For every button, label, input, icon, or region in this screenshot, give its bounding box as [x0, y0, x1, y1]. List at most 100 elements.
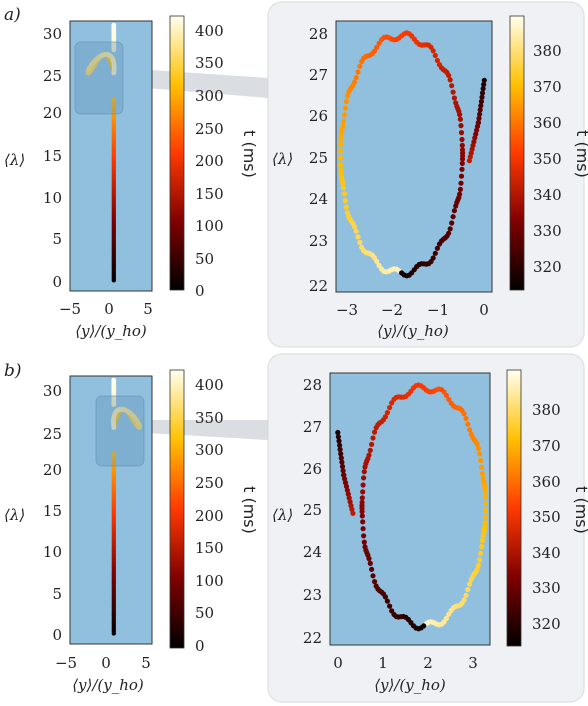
data-point: [477, 111, 483, 117]
data-point: [451, 208, 457, 214]
colorbar-label: t (ms): [240, 486, 259, 534]
colorbar: [169, 15, 185, 291]
data-point: [111, 377, 117, 383]
trajectory-points: [111, 377, 143, 636]
y-tick: 26: [309, 107, 328, 125]
cbar-tick: 400: [195, 22, 224, 40]
data-point: [355, 69, 361, 75]
data-point: [457, 186, 463, 192]
data-point: [355, 234, 361, 240]
data-point: [482, 507, 488, 514]
data-point: [432, 52, 438, 59]
x-tick: −5: [55, 654, 77, 672]
data-point: [479, 537, 485, 544]
data-point: [338, 451, 344, 457]
data-point: [369, 441, 375, 447]
data-point: [357, 239, 363, 245]
panel-a-zoom: 28 27 26 25 24 23 22 −3 −2 −1 0 ⟨λ⟩ ⟨y⟩/…: [272, 15, 588, 340]
data-point: [447, 226, 453, 232]
trajectory-points: [335, 382, 488, 632]
data-point: [432, 250, 438, 256]
data-point: [480, 86, 486, 92]
y-tick: 23: [303, 586, 322, 604]
y-axis-label: ⟨λ⟩: [4, 151, 25, 169]
y-tick: 22: [309, 277, 328, 295]
data-point: [346, 214, 352, 220]
cbar-tick: 330: [532, 579, 561, 597]
y-tick: 30: [43, 25, 62, 43]
data-point: [340, 123, 346, 129]
data-point: [382, 594, 388, 600]
data-point: [338, 455, 344, 461]
data-point: [465, 587, 471, 593]
data-point: [342, 198, 348, 204]
x-tick: 0: [333, 654, 343, 672]
cbar-tick: 360: [533, 114, 562, 132]
panel-a-overview: 30 25 20 15 10 5 0 −5 0 5 ⟨λ⟩ ⟨y⟩/(y_ho)…: [4, 15, 259, 340]
data-point: [384, 410, 390, 416]
data-point: [338, 136, 344, 142]
y-axis-label: ⟨λ⟩: [4, 506, 25, 524]
y-tick: 15: [43, 147, 62, 165]
data-point: [459, 142, 465, 148]
data-point: [335, 434, 341, 440]
data-point: [430, 48, 436, 54]
cbar-tick: 340: [532, 544, 561, 562]
data-point: [353, 228, 359, 234]
y-tick: 20: [43, 461, 62, 479]
x-tick: 5: [141, 654, 151, 672]
data-point: [479, 470, 485, 476]
data-point: [389, 400, 395, 406]
data-point: [467, 427, 473, 433]
y-tick: 5: [52, 230, 62, 248]
data-point: [111, 425, 117, 430]
y-tick: 28: [309, 25, 328, 43]
data-point: [361, 533, 367, 539]
data-point: [361, 469, 367, 475]
data-point: [459, 156, 466, 162]
cbar-tick: 350: [195, 54, 224, 72]
x-tick: −2: [381, 301, 403, 319]
data-point: [350, 510, 356, 516]
data-point: [399, 270, 405, 276]
data-point: [436, 241, 443, 247]
data-point: [372, 579, 378, 585]
cbar-tick: 360: [532, 473, 561, 491]
data-point: [342, 480, 349, 486]
data-point: [336, 438, 342, 444]
data-point: [450, 89, 456, 95]
y-tick: 27: [303, 418, 322, 436]
data-point: [359, 495, 365, 501]
zoom-region-box: [74, 41, 124, 115]
data-point: [478, 550, 484, 556]
data-point: [479, 90, 486, 96]
data-point: [372, 429, 378, 435]
data-point: [482, 514, 488, 520]
data-point: [351, 79, 358, 85]
data-point: [453, 203, 459, 209]
data-point: [361, 539, 367, 545]
data-point: [478, 457, 484, 464]
cbar-tick: 150: [195, 185, 224, 203]
data-point: [458, 130, 465, 136]
data-point: [447, 77, 453, 83]
data-point: [474, 566, 480, 572]
x-tick: 0: [101, 654, 111, 672]
data-point: [367, 447, 373, 453]
data-point: [463, 415, 469, 422]
data-point: [371, 48, 377, 54]
cbar-tick: 380: [533, 42, 562, 60]
data-point: [342, 105, 348, 111]
cbar-tick: 0: [195, 282, 205, 300]
data-point: [457, 111, 463, 118]
data-point: [482, 500, 488, 506]
x-axis-label: ⟨y⟩/(y_ho): [374, 676, 446, 694]
data-point: [384, 598, 390, 604]
panel-label-b: b): [4, 361, 22, 381]
trajectory-points: [85, 22, 117, 283]
data-point: [337, 446, 343, 453]
data-point: [345, 491, 351, 497]
data-point: [466, 158, 472, 164]
data-point: [477, 557, 483, 563]
panel-label-a: a): [4, 5, 21, 25]
